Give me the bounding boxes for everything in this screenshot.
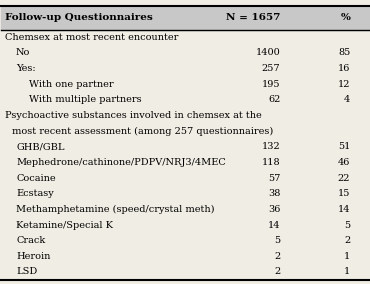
Text: %: %	[340, 13, 350, 22]
Text: LSD: LSD	[16, 268, 37, 277]
Text: 85: 85	[338, 49, 350, 57]
Text: With multiple partners: With multiple partners	[29, 95, 142, 105]
Text: Yes:: Yes:	[16, 64, 36, 73]
Text: 2: 2	[274, 268, 280, 277]
Text: 57: 57	[268, 174, 280, 183]
Text: 132: 132	[262, 142, 280, 151]
Text: 2: 2	[274, 252, 280, 261]
Text: 14: 14	[338, 205, 350, 214]
Text: With one partner: With one partner	[29, 80, 114, 89]
Text: N = 1657: N = 1657	[226, 13, 280, 22]
Text: Cocaine: Cocaine	[16, 174, 56, 183]
Text: 62: 62	[268, 95, 280, 105]
Text: Ecstasy: Ecstasy	[16, 189, 54, 198]
Text: 257: 257	[262, 64, 280, 73]
Text: Crack: Crack	[16, 236, 46, 245]
Text: 1400: 1400	[256, 49, 280, 57]
Text: Chemsex at most recent encounter: Chemsex at most recent encounter	[5, 33, 178, 42]
Text: 5: 5	[274, 236, 280, 245]
Text: 46: 46	[338, 158, 350, 167]
Text: 14: 14	[268, 221, 280, 229]
Text: 12: 12	[338, 80, 350, 89]
Text: 1: 1	[344, 268, 350, 277]
Text: 36: 36	[268, 205, 280, 214]
Text: Ketamine/Special K: Ketamine/Special K	[16, 221, 113, 229]
Text: 22: 22	[338, 174, 350, 183]
Text: GHB/GBL: GHB/GBL	[16, 142, 65, 151]
Text: 38: 38	[268, 189, 280, 198]
Text: 2: 2	[344, 236, 350, 245]
Text: 118: 118	[262, 158, 280, 167]
Text: Follow-up Questionnaires: Follow-up Questionnaires	[5, 13, 153, 22]
Text: Psychoactive substances involved in chemsex at the: Psychoactive substances involved in chem…	[5, 111, 262, 120]
Text: 15: 15	[338, 189, 350, 198]
Text: most recent assessment (among 257 questionnaires): most recent assessment (among 257 questi…	[13, 127, 274, 136]
Bar	[1, 6, 369, 30]
Text: Methamphetamine (speed/crystal meth): Methamphetamine (speed/crystal meth)	[16, 205, 215, 214]
Text: 195: 195	[262, 80, 280, 89]
Text: 16: 16	[338, 64, 350, 73]
Text: Mephedrone/cathinone/PDPV/NRJ3/4MEC: Mephedrone/cathinone/PDPV/NRJ3/4MEC	[16, 158, 226, 167]
Text: 5: 5	[344, 221, 350, 229]
Text: No: No	[16, 49, 30, 57]
Text: 1: 1	[344, 252, 350, 261]
Text: 51: 51	[338, 142, 350, 151]
Text: Heroin: Heroin	[16, 252, 50, 261]
Text: 4: 4	[344, 95, 350, 105]
